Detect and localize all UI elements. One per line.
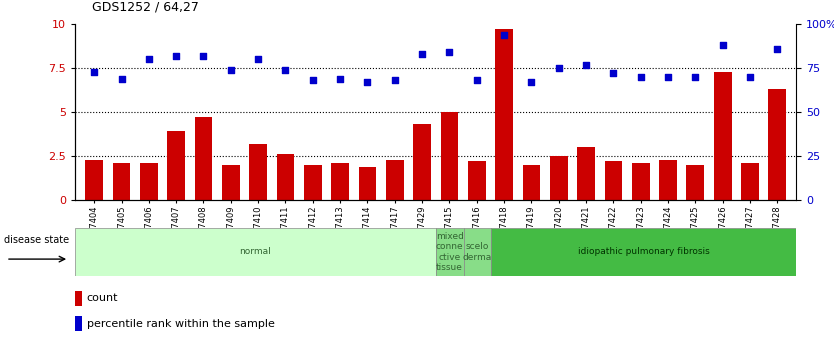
Bar [577,147,595,200]
Point [606,71,620,76]
Bar [523,165,540,200]
Point [252,57,265,62]
Point [771,46,784,51]
Point [743,74,756,80]
Bar [75,316,83,332]
Text: count: count [87,293,118,303]
Point [224,67,238,73]
Bar [249,144,267,200]
Bar [495,29,513,200]
Text: scelo
derma: scelo derma [463,242,492,262]
Point [580,62,593,67]
Point [279,67,292,73]
Bar [113,163,130,200]
Bar [359,167,376,200]
Text: GDS1252 / 64,27: GDS1252 / 64,27 [92,1,198,14]
Point [443,50,456,55]
Bar [605,161,622,200]
Point [716,42,730,48]
Bar [435,228,464,276]
Bar [686,165,704,200]
Point [634,74,647,80]
Point [361,79,374,85]
Bar [550,156,568,200]
Bar [194,117,213,200]
Point [88,69,101,75]
Bar [440,112,459,200]
Bar [741,163,759,200]
Bar [768,89,786,200]
Point [142,57,155,62]
Bar [659,160,677,200]
Point [661,74,675,80]
Point [552,66,565,71]
Point [415,51,429,57]
Bar [277,154,294,200]
Text: normal: normal [239,247,271,256]
Bar [75,290,83,306]
Bar [75,228,435,276]
Text: mixed
conne
ctive
tissue: mixed conne ctive tissue [435,232,464,272]
Bar [413,125,431,200]
Bar [464,228,491,276]
Point [497,32,510,38]
Bar [222,165,239,200]
Point [334,76,347,81]
Bar [85,160,103,200]
Point [470,78,484,83]
Text: disease state: disease state [3,235,69,245]
Point [388,78,401,83]
Bar [168,131,185,200]
Bar [714,72,731,200]
Bar [331,163,349,200]
Point [689,74,702,80]
Bar [304,165,322,200]
Bar [491,228,796,276]
Text: idiopathic pulmonary fibrosis: idiopathic pulmonary fibrosis [578,247,710,256]
Bar [468,161,485,200]
Bar [140,163,158,200]
Point [306,78,319,83]
Point [115,76,128,81]
Text: percentile rank within the sample: percentile rank within the sample [87,319,274,329]
Point [525,79,538,85]
Point [197,53,210,59]
Point [169,53,183,59]
Bar [632,163,650,200]
Bar [386,160,404,200]
